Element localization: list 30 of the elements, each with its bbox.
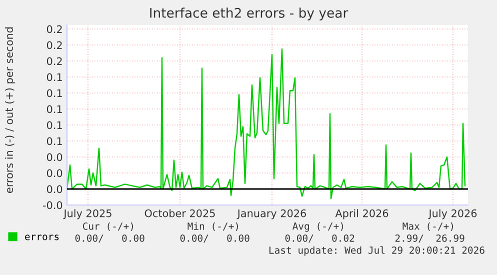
y-tick-label: 0.0 — [46, 153, 62, 162]
text: 0.00/ 0.02 — [285, 234, 354, 243]
legend-label: errors — [25, 234, 59, 240]
text: Cur (-/+) — [82, 222, 133, 231]
y-tick-label: 0.2 — [46, 57, 62, 66]
chart-title: Interface eth2 errors - by year — [150, 8, 348, 20]
x-tick-label: October 2025 — [144, 209, 215, 218]
x-tick-label: July 2026 — [428, 209, 477, 220]
y-tick-label: 0.0 — [46, 169, 62, 178]
y-tick-label: 0.0 — [46, 185, 62, 194]
y-tick-label: 0.1 — [46, 121, 62, 130]
text: Min (-/+) — [188, 222, 238, 231]
y-tick-label: 0.1 — [46, 137, 62, 146]
text: 0.00/ 0.00 — [75, 234, 144, 243]
line-series — [67, 48, 466, 200]
y-tick-label: -0.0 — [43, 201, 62, 210]
text: 0.00/ 0.00 — [180, 234, 250, 243]
x-tick-label: July 2025 — [63, 209, 112, 220]
text: Avg (-/+) — [292, 222, 343, 232]
y-tick-label: 0.1 — [46, 89, 62, 98]
text: Last update: Wed Jul 29 20:00:21 2026 — [269, 246, 484, 256]
text: 2.99/ 26.99 — [395, 234, 464, 243]
y-tick-label: 0.2 — [46, 25, 62, 34]
y-tick-label: 0.2 — [46, 41, 62, 50]
y-axis-title: errors in (-) / out (+) per second — [4, 27, 16, 193]
y-tick-label: 0.1 — [46, 73, 62, 82]
x-tick-label: April 2026 — [335, 209, 388, 220]
x-tick-label: January 2026 — [236, 209, 306, 220]
y-tick-label: 0.1 — [46, 105, 62, 114]
text: Max (-/+) — [402, 222, 453, 231]
